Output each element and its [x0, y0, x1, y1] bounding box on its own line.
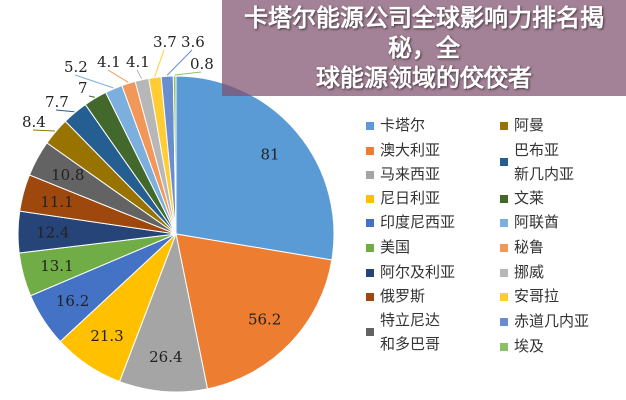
legend-label: 卡塔尔: [380, 116, 426, 134]
legend-item: 阿曼: [500, 113, 544, 137]
legend-swatch: [500, 244, 508, 252]
data-label-7: 11.1: [40, 193, 73, 211]
legend-label: 挪威: [514, 263, 545, 281]
data-label-2: 26.4: [149, 348, 182, 366]
legend-swatch: [366, 219, 374, 227]
legend-label: 赤道几内亚: [514, 312, 590, 330]
overlay-title-line2: 球能源领域的佼佼者: [316, 64, 532, 92]
legend-item: 尼日利亚: [366, 186, 440, 210]
legend-swatch: [500, 158, 508, 166]
leader-line-16: [166, 49, 193, 76]
legend-label: 阿联酋: [514, 213, 560, 231]
legend-swatch: [366, 328, 374, 336]
pie-slice-0: [175, 75, 335, 261]
legend-swatch: [500, 219, 508, 227]
legend-swatch: [500, 343, 508, 351]
legend-item: 挪威: [500, 260, 544, 284]
legend-item: 埃及: [500, 334, 544, 358]
legend-swatch: [366, 293, 374, 301]
legend-item: 美国: [366, 235, 410, 259]
legend-label: 阿尔及利亚: [380, 263, 456, 281]
data-label-13: 4.1: [97, 53, 121, 71]
leader-line-14: [136, 69, 143, 79]
legend-item: 秘鲁: [500, 235, 544, 259]
legend-label: 埃及: [514, 337, 545, 355]
data-label-14: 4.1: [126, 53, 150, 71]
legend-item: 阿联酋: [500, 210, 559, 234]
legend-swatch: [366, 269, 374, 277]
legend-item: 阿尔及利亚: [366, 260, 455, 284]
legend-item: 印度尼西亚: [366, 210, 455, 234]
overlay-title-line1: 卡塔尔能源公司全球影响力排名揭秘，全: [244, 4, 604, 62]
legend-item: 赤道几内亚: [500, 309, 589, 333]
legend-swatch: [366, 147, 374, 155]
pie-slice-17: [172, 75, 177, 235]
data-label-12: 5.2: [64, 58, 88, 76]
legend-swatch: [366, 171, 374, 179]
data-label-16: 3.6: [181, 33, 205, 51]
leader-line-13: [107, 69, 129, 83]
legend-item: 卡塔尔: [366, 113, 425, 137]
legend-item: 巴布亚 新几内亚: [500, 138, 574, 186]
legend-label: 尼日利亚: [380, 189, 441, 207]
legend-swatch: [366, 244, 374, 252]
legend-swatch: [500, 269, 508, 277]
pie-slice-1: [175, 233, 333, 390]
leader-line-17: [174, 71, 202, 76]
data-label-6: 12.4: [36, 223, 69, 241]
legend-item: 马来西亚: [366, 162, 440, 186]
legend-item: 特立尼达 和多巴哥: [366, 308, 440, 356]
legend-swatch: [500, 318, 508, 326]
legend-label: 马来西亚: [380, 165, 441, 183]
data-label-0: 81: [261, 145, 280, 163]
data-label-1: 56.2: [248, 311, 281, 329]
legend-label: 新几内亚: [514, 165, 575, 183]
leader-line-10: [55, 109, 75, 113]
legend-swatch: [500, 122, 508, 130]
legend-swatch: [366, 122, 374, 130]
legend-label: 秘鲁: [514, 238, 545, 256]
title-banner: [222, 0, 626, 96]
leader-line-9: [32, 129, 55, 132]
data-label-4: 16.2: [56, 292, 89, 310]
data-label-5: 13.1: [40, 257, 73, 275]
legend-label: 美国: [380, 238, 411, 256]
leader-line-12: [74, 74, 114, 89]
legend-label: 印度尼西亚: [380, 213, 456, 231]
data-label-8: 10.8: [51, 166, 84, 184]
legend-label: 俄罗斯: [380, 287, 426, 305]
legend-label: 特立尼达: [380, 311, 441, 329]
legend-item: 俄罗斯: [366, 284, 425, 308]
overlay-title: 卡塔尔能源公司全球影响力排名揭秘，全 球能源领域的佼佼者: [222, 3, 626, 93]
legend-swatch: [366, 195, 374, 203]
legend-label: 文莱: [514, 189, 545, 207]
legend-label: 巴布亚: [514, 141, 560, 159]
legend-label: 阿曼: [514, 116, 545, 134]
legend-swatch: [500, 293, 508, 301]
data-label-3: 21.3: [90, 327, 123, 345]
legend-item: 安哥拉: [500, 284, 559, 308]
data-label-17: 0.8: [190, 55, 214, 73]
legend-swatch: [500, 195, 508, 203]
legend-label: 安哥拉: [514, 287, 560, 305]
leader-line-15: [154, 49, 165, 77]
leader-line-11: [88, 95, 95, 98]
legend-item: 澳大利亚: [366, 138, 440, 162]
legend-label: 和多巴哥: [380, 335, 441, 353]
legend-item: 文莱: [500, 186, 544, 210]
data-label-15: 3.7: [153, 33, 177, 51]
data-label-11: 7: [78, 79, 88, 97]
data-label-9: 8.4: [22, 113, 46, 131]
legend-label: 澳大利亚: [380, 141, 441, 159]
pie-slice-2: [118, 232, 209, 393]
data-label-10: 7.7: [45, 93, 69, 111]
